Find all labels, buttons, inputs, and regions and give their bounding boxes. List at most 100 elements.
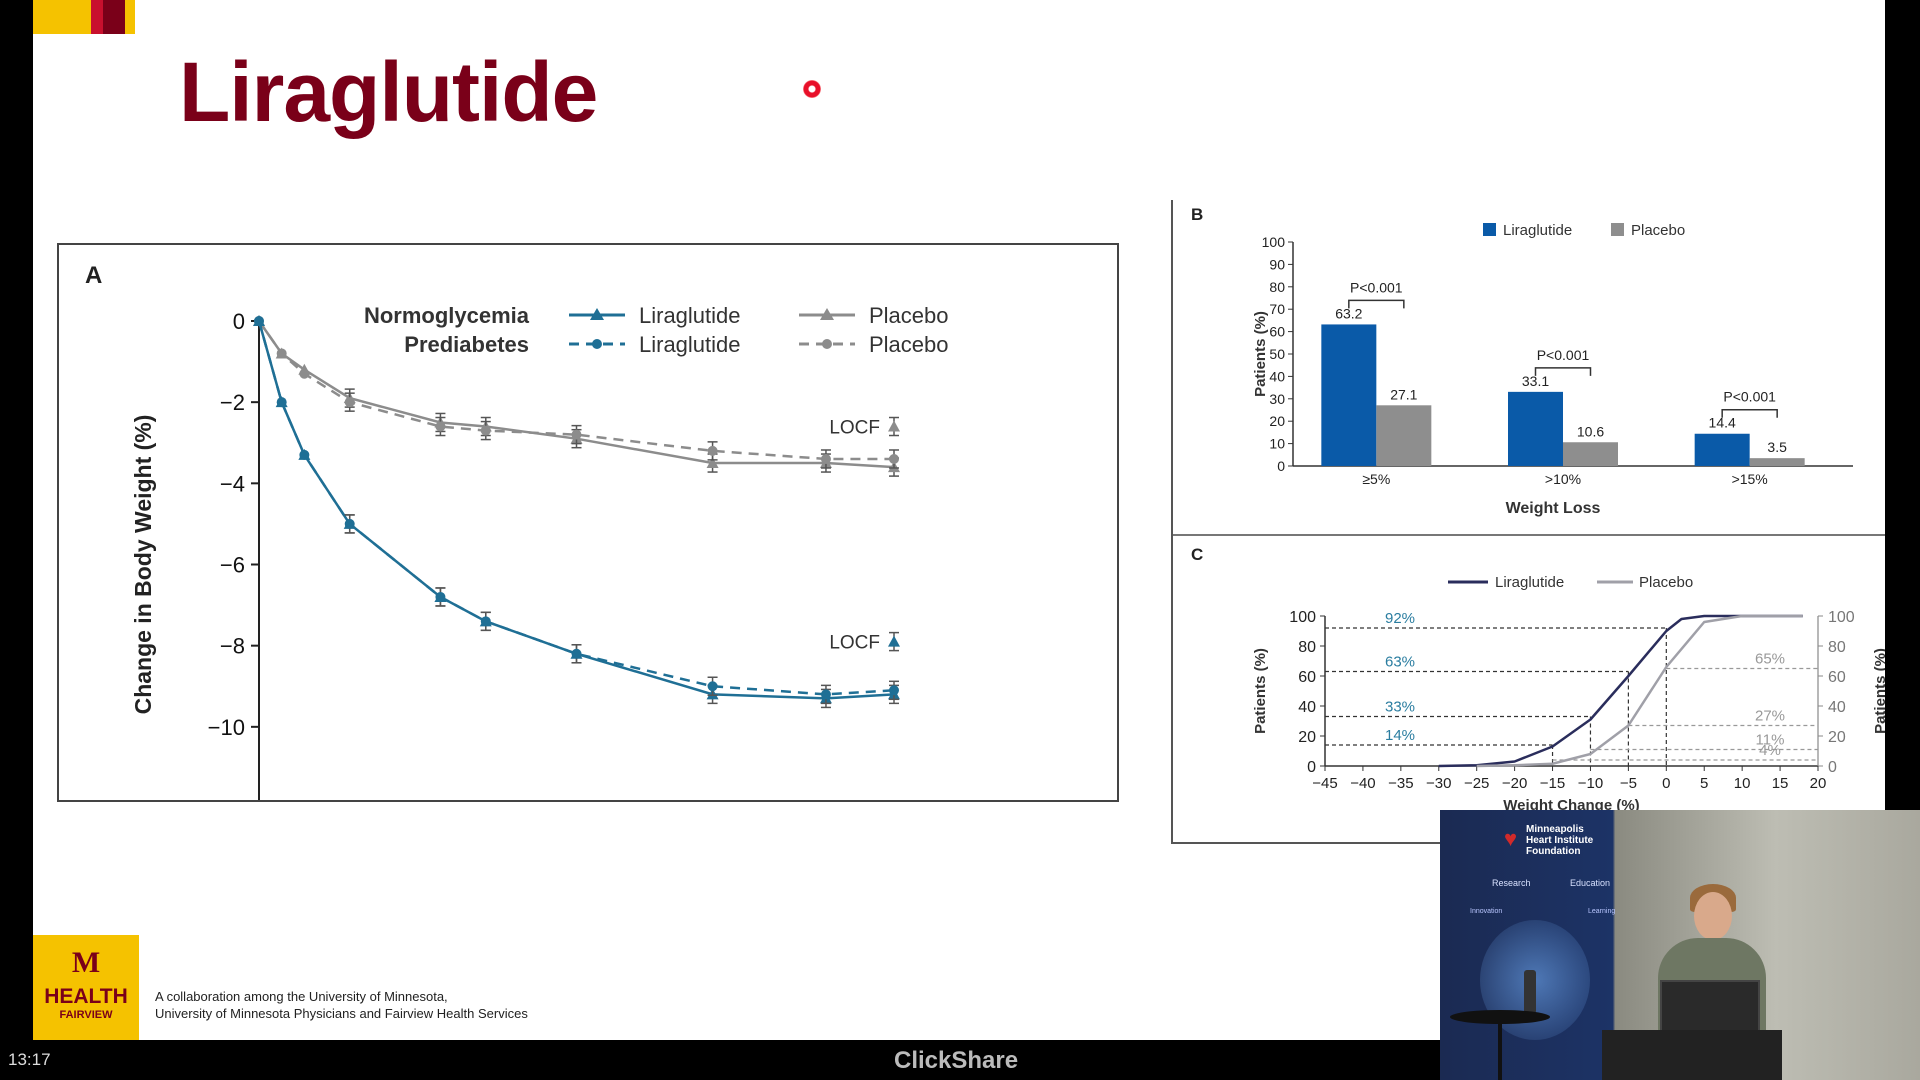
right-y-axis-label: Patients (%) (1872, 648, 1885, 734)
locf-marker (888, 420, 900, 432)
legend-marker (820, 308, 834, 320)
legend-group-normo: Normoglycemia (364, 303, 530, 328)
locf-label: LOCF (829, 633, 880, 654)
bar-label: 27.1 (1390, 386, 1417, 402)
x-axis-label: Weight Loss (1506, 500, 1601, 517)
panel-divider (1173, 534, 1885, 536)
data-point (889, 453, 899, 464)
y-tick-label: 0 (1277, 458, 1285, 474)
y-axis-label: Patients (%) (1252, 311, 1269, 397)
y-tick-label: −8 (220, 634, 245, 659)
legend-label: Liraglutide (639, 332, 741, 357)
laser-pointer-icon (803, 80, 821, 98)
bar-placebo (1563, 442, 1618, 466)
data-point (480, 425, 491, 436)
legend-label-liraglutide: Liraglutide (1503, 222, 1572, 239)
data-point (820, 689, 831, 700)
health-fairview-logo: M HEALTH FAIRVIEW (33, 935, 139, 1040)
bar-liraglutide (1508, 391, 1563, 466)
legend-label-placebo: Placebo (1631, 222, 1685, 239)
right-y-tick-label: 80 (1828, 639, 1846, 656)
banner-nav-learning: Learning (1588, 908, 1616, 915)
y-tick-label: 30 (1269, 391, 1285, 407)
legend-label: Placebo (869, 303, 949, 328)
bar-label: 10.6 (1577, 423, 1604, 439)
slide-title: Liraglutide (179, 45, 598, 139)
locf-marker (888, 635, 900, 647)
bar-label: 3.5 (1767, 439, 1787, 455)
legend-label: Placebo (869, 332, 949, 357)
panel-c-letter: C (1191, 545, 1203, 564)
x-tick-label: 0 (1662, 775, 1670, 792)
placebo-ref-label: 11% (1756, 732, 1785, 749)
right-y-tick-label: 100 (1828, 609, 1855, 626)
locf-label: LOCF (829, 418, 880, 439)
y-tick-label: −6 (220, 553, 245, 578)
legend-swatch-placebo (1611, 223, 1624, 236)
heart-logo-icon: ♥ (1504, 826, 1518, 851)
right-y-tick-label: 0 (1828, 759, 1837, 776)
footer-line-1: A collaboration among the University of … (155, 989, 448, 1004)
curve-liraglutide (1438, 614, 1803, 768)
p-bracket (1348, 299, 1405, 309)
data-point (435, 421, 446, 432)
panel-a: A0−2−4−6−8−10−12048121620242832364044485… (57, 243, 1119, 882)
y-tick-label: 50 (1269, 346, 1285, 362)
lira-ref-label: 92% (1385, 610, 1415, 627)
data-point (299, 368, 310, 379)
y-tick-label: 20 (1269, 413, 1285, 429)
right-y-tick-label: 20 (1828, 729, 1846, 746)
x-tick-label: 10 (1734, 775, 1751, 792)
bar-liraglutide (1321, 324, 1377, 466)
y-tick-label: 0 (233, 309, 245, 334)
y-tick-label: 80 (1298, 639, 1316, 656)
y-tick-label: 10 (1269, 436, 1285, 452)
x-tick-label: −5 (1620, 775, 1637, 792)
legend-swatch-liraglutide (1483, 223, 1496, 236)
x-tick-label: −25 (1464, 775, 1489, 792)
category-label: >10% (1545, 471, 1581, 487)
data-point (707, 681, 718, 692)
y-tick-label: −2 (220, 390, 245, 415)
series-line (257, 320, 895, 696)
data-point (276, 348, 287, 359)
lira-ref-label: 14% (1385, 727, 1415, 744)
legend-marker (592, 339, 602, 349)
data-point (344, 518, 355, 529)
y-tick-label: 40 (1269, 368, 1285, 384)
p-bracket (1721, 408, 1778, 418)
y-tick-label: −12 (208, 796, 245, 800)
p-value-label: P<0.001 (1537, 347, 1590, 363)
placebo-ref-label: 65% (1755, 651, 1785, 668)
banner-nav-innovation: Innovation (1470, 908, 1503, 915)
data-point (571, 429, 582, 440)
x-axis-label: Weight Change (%) (1503, 797, 1639, 814)
y-tick-label: −4 (220, 471, 245, 496)
chart-b: B Liraglutide Placebo 0 10 20 30 40 50 60 70 80 90 10… (1191, 205, 1853, 517)
data-point (276, 397, 287, 408)
series-line (257, 320, 895, 469)
legend-marker (590, 308, 604, 320)
x-tick-label: −30 (1426, 775, 1451, 792)
y-tick-label: 60 (1298, 669, 1316, 686)
y-tick-label: 90 (1269, 256, 1285, 272)
data-point (480, 616, 491, 627)
y-tick-label: 20 (1298, 729, 1316, 746)
p-bracket (1534, 367, 1592, 376)
bar-placebo (1376, 405, 1432, 466)
series-line (257, 320, 894, 461)
placebo-ref-label: 4% (1759, 742, 1781, 759)
data-point (820, 453, 831, 464)
curve-placebo (1476, 614, 1803, 768)
clickshare-label: ClickShare (894, 1047, 1019, 1074)
video-banner-title: Minneapolis Heart Institute Foundation (1526, 824, 1594, 857)
x-tick-label: −40 (1350, 775, 1375, 792)
y-axis-label: Patients (%) (1252, 648, 1269, 734)
x-tick-label: 20 (1810, 775, 1827, 792)
x-tick-label: 15 (1772, 775, 1789, 792)
legend-label-liraglutide: Liraglutide (1495, 574, 1564, 591)
y-tick-label: 60 (1269, 324, 1285, 340)
y-tick-label: 70 (1269, 301, 1285, 317)
x-tick-label: −20 (1502, 775, 1527, 792)
y-tick-label: 40 (1298, 699, 1316, 716)
